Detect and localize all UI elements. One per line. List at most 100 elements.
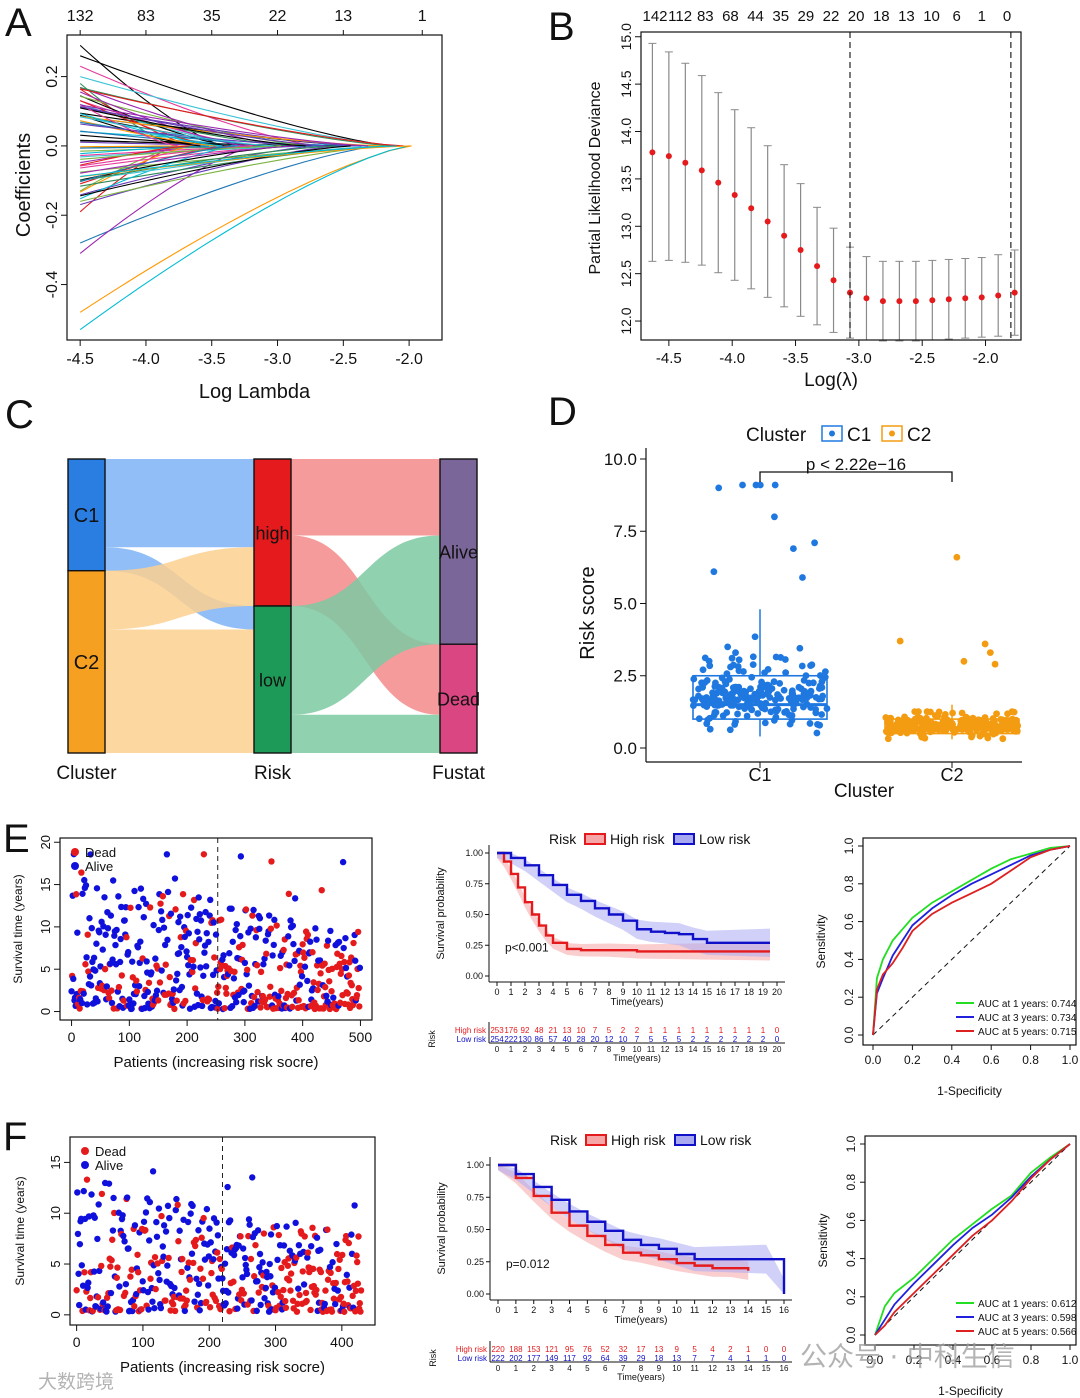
panel-e-middle-risk-table-cell: 176: [504, 1026, 518, 1035]
panel-f-left-alive-point: [84, 1284, 91, 1292]
panel-a-coef-path: [80, 145, 190, 166]
panel-f-left-alive-point: [105, 1180, 113, 1187]
panel-f-left-dead-point: [294, 1300, 301, 1308]
panel-e-left-y-tick-label: 20: [38, 835, 53, 849]
panel-f-middle-risk-table-cell: 1: [764, 1354, 769, 1363]
panel-e-left-alive-point: [252, 934, 260, 941]
panel-f-left-legend-label: Alive: [95, 1158, 123, 1173]
panel-f-left-dead-point: [296, 1291, 303, 1299]
panel-d-point: [770, 678, 778, 686]
panel-d-point: [812, 693, 820, 701]
panel-e-middle-risk-table-cell: 0: [775, 1026, 780, 1035]
panel-a-coef-path: [79, 145, 409, 331]
panel-d-point: [757, 688, 765, 696]
panel-d-point: [939, 717, 947, 725]
panel-e-middle-y-tick-label: 1.00: [465, 848, 483, 858]
panel-e-middle-legend-label: Low risk: [699, 831, 751, 847]
panel-e-left-alive-point: [157, 908, 165, 915]
panel-d-point: [703, 694, 710, 701]
panel-f-left-alive-point: [153, 1218, 160, 1226]
panel-e-left-dead-point: [301, 954, 308, 961]
panel-f-left-alive-point: [286, 1247, 294, 1254]
panel-a-top-tick-label: 1: [418, 8, 427, 25]
panel-f-left-alive-point: [326, 1263, 334, 1271]
panel-d-point: [721, 678, 729, 686]
panel-e-middle-risk-table-cell: 1: [733, 1026, 738, 1035]
panel-f-left-dead-point: [303, 1297, 310, 1305]
panel-d-point: [821, 668, 829, 676]
panel-f-left-plot-frame: [69, 1136, 376, 1326]
panel-d-point: [806, 720, 814, 727]
panel-f-left-dead-point: [218, 1265, 225, 1273]
panel-f-left-dead-point: [198, 1234, 205, 1241]
panel-f-middle-risk-table-title: Risk: [428, 1349, 438, 1367]
panel-f-middle-risk-table-x-tick-label: 9: [657, 1364, 662, 1373]
panel-e-middle-risk-table-cell: 1: [719, 1026, 724, 1035]
chart-layer: -4.5 -4.0 -3.5 -3.0 -2.5 -2.0 -0.4 -0.2 0.0 0.2 Lo…: [11, 8, 1079, 1398]
panel-f-left-dead-point: [293, 1308, 301, 1315]
panel-e-middle-risk-table-x-tick-label: 19: [759, 1045, 768, 1054]
panel-d-point: [884, 715, 892, 723]
panel-e-left-alive-point: [271, 916, 278, 924]
panel-b: -4.5 -4.0 -3.5 -3.0 -2.5 -2.0 12.0 12.5 13.0 13.5…: [587, 8, 1022, 391]
panel-f-left-alive-point: [122, 1280, 130, 1288]
panel-e-middle-risk-table-cell: 10: [619, 1035, 628, 1044]
panel-e-left-dead-point: [162, 961, 169, 968]
panel-e-left-alive-point: [327, 927, 334, 935]
panel-d-point: [984, 734, 992, 742]
panel-d-point: [743, 712, 751, 720]
panel-e-left-alive-point: [195, 894, 202, 901]
panel-f-left-alive-point: [119, 1212, 126, 1219]
panel-e-right-x-tick-label: 1.0: [1062, 1053, 1079, 1067]
panel-b-deviance-point: [945, 296, 952, 303]
panel-f-middle-risk-table-cell: 64: [601, 1354, 610, 1363]
panel-e-left-dead-point: [244, 966, 251, 973]
panel-e-middle-x-tick-label: 7: [592, 987, 597, 997]
panel-e-left-alive-point: [118, 903, 125, 911]
panel-e-left-y-tick-label: 0: [38, 1008, 53, 1015]
panel-f-left-alive-point: [162, 1228, 170, 1235]
panel-f-middle-risk-table-cell: 0: [764, 1345, 769, 1354]
panel-e-left-alive-point: [241, 987, 248, 994]
panel-b-deviance-point: [764, 218, 771, 225]
panel-e-left: 0 100 200 300 400 500 0 5 10 15 20 Patients (increa…: [11, 835, 373, 1071]
panel-e-left-alive-point: [356, 964, 364, 972]
panel-f-left-dead-point: [312, 1291, 319, 1298]
panel-e-left-alive-point: [270, 941, 277, 949]
panel-e-left-dead-point: [115, 983, 123, 991]
panel-e-left-dead-point: [189, 968, 196, 976]
panel-e-left-alive-point: [167, 910, 175, 917]
panel-e-left-dead-point: [249, 912, 256, 919]
panel-e-left-x-tick-label: 100: [118, 1029, 142, 1045]
panel-d-point: [798, 662, 806, 670]
panel-a-coef-path: [79, 145, 380, 244]
panel-e-left-alive-point: [93, 940, 100, 947]
panel-f-left-alive-point: [142, 1209, 150, 1216]
panel-f-right-y-tick-label: 0.8: [844, 1174, 858, 1191]
panel-e-left-alive-point: [140, 895, 147, 903]
panel-f-left-alive-point: [149, 1168, 157, 1175]
panel-f-left-dead-point: [324, 1276, 332, 1283]
panel-f-left-dead-point: [199, 1275, 207, 1282]
panel-e-left-alive-point: [206, 912, 213, 919]
panel-f-left-dead-point: [341, 1308, 348, 1315]
panel-f-left-dead-point: [285, 1277, 293, 1284]
panel-e-middle-x-tick-label: 19: [758, 987, 768, 997]
panel-b-x-tick-label: -3.0: [846, 350, 872, 367]
panel-b-deviance-point: [962, 295, 969, 302]
panel-e-left-alive-point: [237, 853, 245, 860]
panel-e-left-alive-point: [196, 911, 204, 918]
panel-f-left-dead-point: [208, 1269, 215, 1277]
panel-f-left-dead-point: [327, 1269, 334, 1277]
panel-f-left-alive-point: [245, 1216, 253, 1223]
panel-d-point: [812, 705, 820, 713]
panel-f-middle-legend-title: Risk: [550, 1132, 578, 1148]
panel-e-middle-risk-table-cell: 12: [605, 1035, 614, 1044]
panel-b-top-tick-label: 44: [747, 8, 764, 25]
panel-f-middle-risk-table-cell: 188: [509, 1345, 523, 1354]
panel-e-left-alive-point: [86, 973, 94, 980]
panel-e-left-dead-point: [280, 946, 287, 954]
panel-d-y-tick-label: 2.5: [613, 667, 637, 686]
panel-e-left-alive-point: [286, 962, 293, 969]
panel-f-middle-legend-label: Low risk: [700, 1132, 752, 1148]
